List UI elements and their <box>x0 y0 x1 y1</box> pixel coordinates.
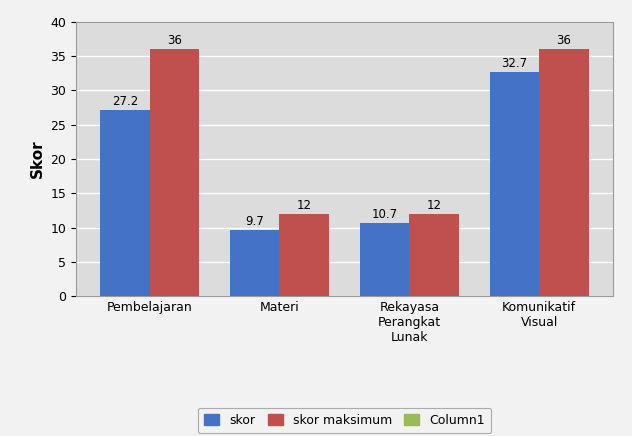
Text: 9.7: 9.7 <box>245 215 264 228</box>
Text: 36: 36 <box>557 34 571 47</box>
Text: 36: 36 <box>167 34 182 47</box>
Bar <box>490 72 539 296</box>
Bar <box>279 214 329 296</box>
Text: 27.2: 27.2 <box>112 95 138 108</box>
Bar <box>410 214 459 296</box>
Legend: skor, skor maksimum, Column1: skor, skor maksimum, Column1 <box>198 408 491 433</box>
Bar <box>100 110 150 296</box>
Text: 12: 12 <box>427 199 442 212</box>
Text: 12: 12 <box>296 199 312 212</box>
Bar <box>539 49 588 296</box>
Y-axis label: Skor: Skor <box>30 140 45 178</box>
Text: 10.7: 10.7 <box>372 208 398 221</box>
Bar <box>360 223 410 296</box>
Bar <box>230 230 279 296</box>
Bar <box>150 49 199 296</box>
Text: 32.7: 32.7 <box>502 57 528 70</box>
